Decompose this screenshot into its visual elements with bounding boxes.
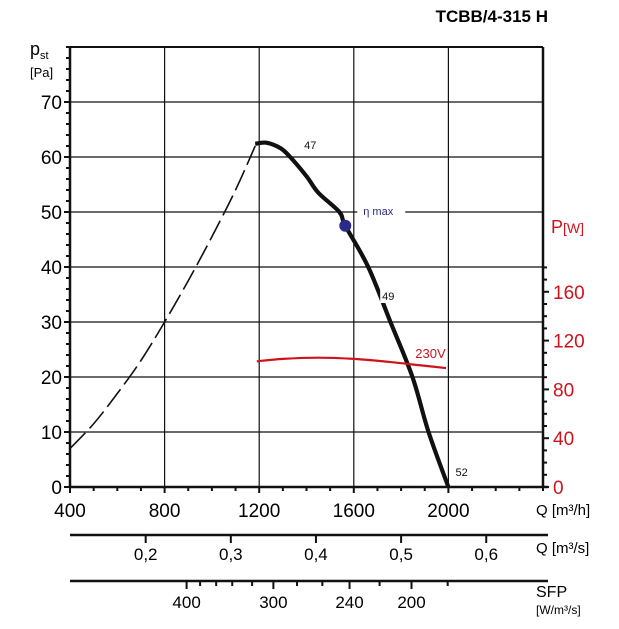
x-axis-3-tick-label: 240	[335, 593, 363, 612]
y2-axis-unit: [W]	[563, 220, 584, 236]
x-axis-2-label: Q [m³/s]	[536, 540, 589, 557]
y-axis-label: pst	[30, 39, 49, 62]
chart-title: TCBB/4-315 H	[436, 7, 548, 26]
x-axis-2-tick-label: 0,6	[474, 545, 498, 564]
x-axis-2-tick-label: 0,5	[389, 545, 413, 564]
x-axis-tick-label: 1200	[238, 501, 280, 522]
x-axis-label: Q [m³/h]	[536, 502, 590, 519]
x-axis-3-tick-label: 300	[259, 593, 287, 612]
y2-axis-tick-label: 160	[553, 283, 585, 304]
x-axis-3-label: SFP	[536, 584, 567, 601]
x-axis-tick-label: 2000	[427, 501, 469, 522]
annotation-label: 47	[304, 140, 316, 152]
annotation-label-bg	[302, 138, 319, 152]
annotation-label: 52	[455, 467, 467, 479]
series-power-230V	[256, 356, 447, 370]
y-axis-tick-label: 20	[41, 368, 62, 389]
series-pressure-dashed	[69, 145, 256, 450]
x-axis-2-tick-label: 0,3	[219, 545, 243, 564]
annotation-label: 230V	[415, 346, 446, 361]
eta-max-label-bg	[357, 203, 406, 218]
x-axis-2-tick-label: 0,2	[134, 545, 158, 564]
annotation-label-bg	[453, 466, 470, 479]
y-axis-tick-label: 50	[41, 203, 62, 224]
series-group	[69, 140, 451, 488]
y2-axis-tick-label: 40	[553, 429, 574, 450]
y2-axis-tick-label: 80	[553, 380, 574, 401]
y-axis-tick-label: 40	[41, 258, 62, 279]
x-axis-3-tick-label: 400	[172, 593, 200, 612]
y-axis-unit: [Pa]	[30, 65, 53, 80]
x-axis-3-unit: [W/m³/s]	[536, 603, 581, 617]
y2-axis-label: P[W]	[551, 217, 584, 237]
x-axis-tick-label: 800	[149, 501, 181, 522]
eta-max-marker	[339, 219, 352, 232]
y-axis-tick-label: 0	[51, 478, 62, 499]
series-pressure	[254, 140, 451, 488]
y2-axis-tick-label: 0	[553, 478, 564, 499]
y-axis-label-main: p	[30, 39, 40, 59]
labels: 0 10 20 30 40 50 60 70 0 40 80 120 160 400 800 1200 1600…	[41, 93, 585, 612]
x-axis-3-tick-label: 200	[397, 593, 425, 612]
grid	[70, 47, 543, 487]
y-axis-tick-label: 60	[41, 148, 62, 169]
annotation-label-bg	[380, 290, 397, 303]
y-axis-tick-label: 70	[41, 93, 62, 114]
y-axis-tick-label: 10	[41, 423, 62, 444]
x-axis-tick-label: 400	[54, 501, 86, 522]
axes	[64, 46, 549, 589]
y2-axis-label-main: P	[551, 217, 563, 237]
y2-axis-tick-label: 120	[553, 332, 585, 353]
annotation-label: η max	[363, 206, 393, 218]
annotation-label: 49	[382, 291, 394, 303]
y-axis-tick-label: 30	[41, 313, 62, 334]
x-axis-2-tick-label: 0,4	[304, 545, 328, 564]
x-axis-tick-label: 1600	[333, 501, 375, 522]
y-axis-label-sub: st	[40, 50, 49, 62]
